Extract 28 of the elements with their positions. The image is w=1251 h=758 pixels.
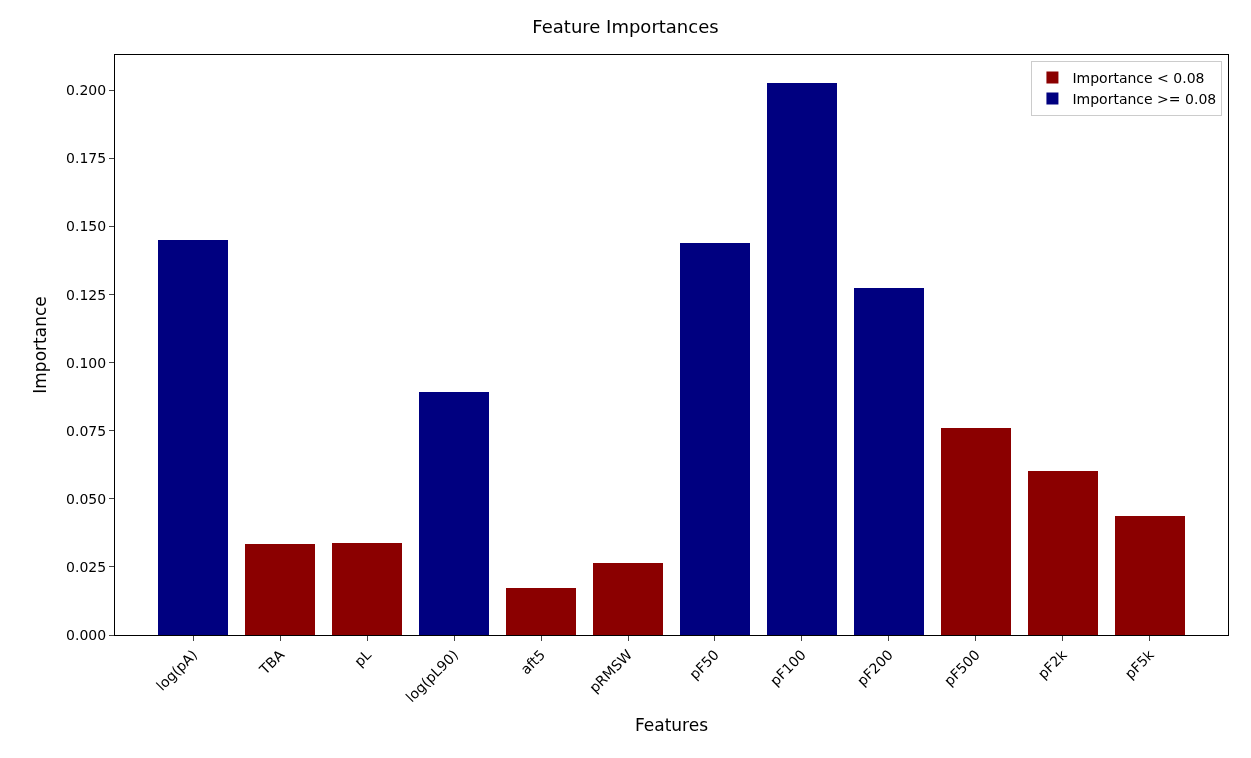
bar xyxy=(158,240,229,635)
x-tick-label: pL xyxy=(351,646,375,670)
y-tick-label: 0.125 xyxy=(66,286,107,303)
y-axis-title: Importance xyxy=(29,296,50,394)
bar xyxy=(593,562,663,635)
y-tick-label: 0.175 xyxy=(66,150,107,167)
x-tick-label: TBA xyxy=(255,646,288,679)
y-tick-label: 0.150 xyxy=(66,218,107,235)
bar xyxy=(1028,470,1098,635)
bar xyxy=(854,287,924,635)
bar xyxy=(419,391,489,635)
bar xyxy=(1114,515,1185,635)
legend-label: Importance < 0.08 xyxy=(1072,69,1205,86)
bar xyxy=(245,543,315,635)
y-tick-label: 0.000 xyxy=(66,626,107,643)
y-tick-label: 0.025 xyxy=(66,558,107,575)
chart-title: Feature Importances xyxy=(532,15,719,37)
y-tick-label: 0.050 xyxy=(66,490,107,507)
y-tick-label: 0.200 xyxy=(66,82,107,99)
legend-label: Importance >= 0.08 xyxy=(1072,91,1217,108)
y-tick-label: 0.100 xyxy=(66,354,107,371)
bar xyxy=(680,243,750,635)
bar xyxy=(506,587,576,635)
bar xyxy=(767,82,837,635)
y-tick-label: 0.075 xyxy=(66,422,107,439)
x-axis-title: Features xyxy=(634,715,709,736)
bar xyxy=(332,542,402,635)
bar xyxy=(941,427,1011,635)
